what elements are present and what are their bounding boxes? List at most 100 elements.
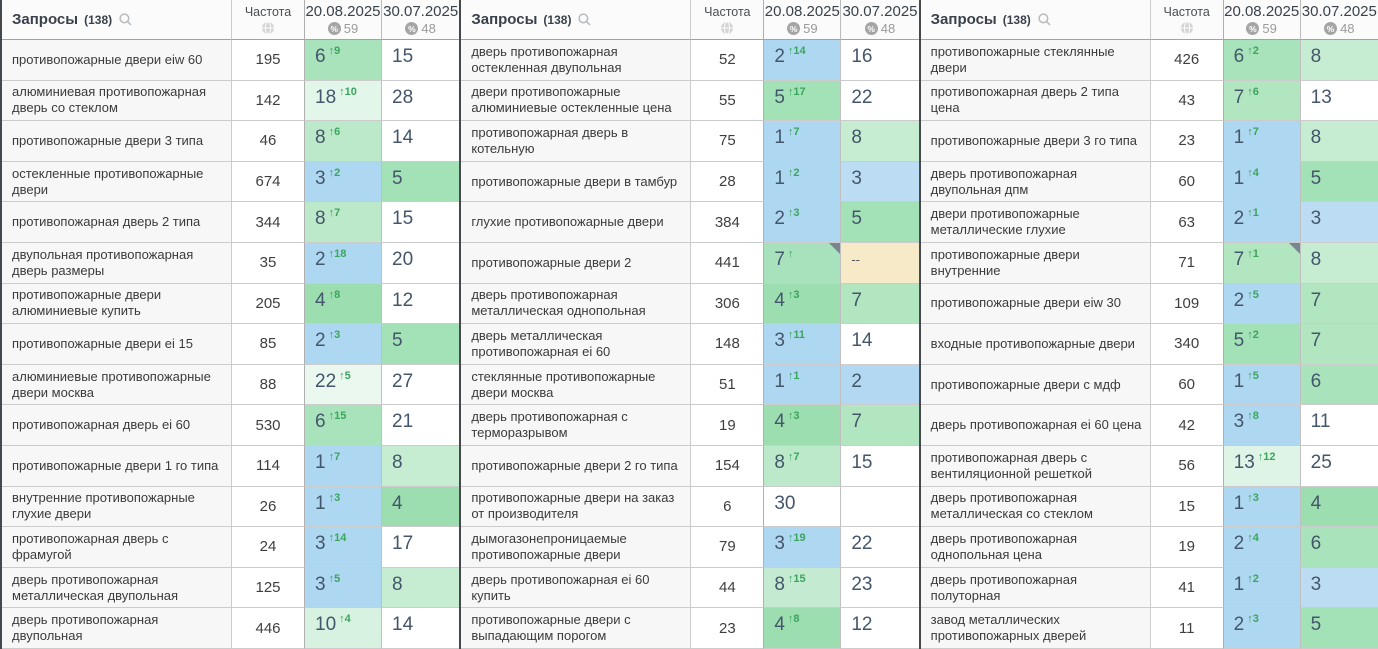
position-previous-cell[interactable]: 14: [841, 324, 919, 365]
position-previous-cell[interactable]: 20: [382, 242, 460, 284]
frequency-header[interactable]: Частота: [232, 0, 305, 40]
position-previous-cell[interactable]: 22: [841, 527, 919, 568]
query-cell[interactable]: дверь противопожарная с терморазрывом: [461, 405, 692, 446]
position-previous-cell[interactable]: 5: [841, 202, 919, 243]
position-previous-cell[interactable]: 27: [382, 364, 460, 406]
query-cell[interactable]: дверь металлическая противопожарная ei 6…: [461, 324, 692, 365]
query-cell[interactable]: противопожарные двери 2 го типа: [461, 445, 692, 487]
query-cell[interactable]: остекленные противопожарные двери: [2, 161, 232, 203]
query-cell[interactable]: внутренние противопожарные глухие двери: [2, 486, 232, 528]
position-current-cell[interactable]: 2 ↑4: [1223, 527, 1301, 568]
query-cell[interactable]: дверь противопожарная полуторная: [920, 567, 1151, 609]
position-current-cell[interactable]: 8 ↑7: [305, 202, 382, 243]
query-cell[interactable]: дверь противопожарная остекленная двупол…: [461, 40, 692, 81]
query-cell[interactable]: противопожарные двери 3 го типа: [920, 121, 1151, 162]
position-previous-cell[interactable]: 16: [841, 40, 919, 81]
position-current-cell[interactable]: 6 ↑15: [305, 405, 382, 446]
query-cell[interactable]: входные противопожарные двери: [920, 324, 1151, 365]
query-cell[interactable]: глухие противопожарные двери: [461, 202, 692, 243]
position-current-cell[interactable]: 5 ↑2: [1223, 324, 1301, 365]
position-previous-cell[interactable]: 25: [1300, 445, 1378, 487]
position-previous-cell[interactable]: 13: [1300, 80, 1378, 122]
query-cell[interactable]: противопожарная дверь с фрамугой: [2, 527, 232, 568]
position-previous-cell[interactable]: 5: [1300, 608, 1378, 649]
position-current-cell[interactable]: 7 ↑6: [1223, 80, 1301, 122]
position-previous-cell[interactable]: 28: [382, 80, 460, 122]
position-current-cell[interactable]: 30: [764, 486, 842, 528]
position-previous-cell[interactable]: 4: [1300, 486, 1378, 528]
position-previous-cell[interactable]: 22: [841, 80, 919, 122]
position-previous-cell[interactable]: 8: [1300, 242, 1378, 284]
queries-header[interactable]: Запросы (138): [461, 0, 692, 40]
frequency-header[interactable]: Частота: [1150, 0, 1224, 40]
query-cell[interactable]: дверь противопожарная однопольная цена: [920, 527, 1151, 568]
query-cell[interactable]: противопожарные двери 3 типа: [2, 121, 232, 162]
position-previous-cell[interactable]: 3: [1300, 567, 1378, 609]
position-previous-cell[interactable]: [841, 486, 919, 528]
position-current-cell[interactable]: 1 ↑7: [1223, 121, 1301, 162]
position-previous-cell[interactable]: 6: [1300, 364, 1378, 406]
position-previous-cell[interactable]: 14: [382, 121, 460, 162]
position-current-cell[interactable]: 4 ↑8: [305, 283, 382, 325]
position-previous-cell[interactable]: 23: [841, 567, 919, 609]
query-cell[interactable]: дымогазонепроницаемые противопожарные дв…: [461, 527, 692, 568]
query-cell[interactable]: противопожарные двери с выпадающим порог…: [461, 608, 692, 649]
position-current-cell[interactable]: 1 ↑1: [764, 364, 842, 406]
position-previous-cell[interactable]: 21: [382, 405, 460, 446]
query-cell[interactable]: дверь противопожарная ei 60 цена: [920, 405, 1151, 446]
position-current-cell[interactable]: 2 ↑3: [1223, 608, 1301, 649]
position-previous-cell[interactable]: 5: [382, 161, 460, 203]
search-icon[interactable]: [577, 12, 592, 27]
position-current-cell[interactable]: 18 ↑10: [305, 80, 382, 122]
query-cell[interactable]: противопожарные двери внутренние: [920, 242, 1151, 284]
search-icon[interactable]: [118, 12, 133, 27]
position-current-cell[interactable]: 1 ↑4: [1223, 161, 1301, 203]
position-current-cell[interactable]: 8 ↑7: [764, 445, 842, 487]
query-cell[interactable]: алюминиевые противопожарные двери москва: [2, 364, 232, 406]
position-current-cell[interactable]: 1 ↑5: [1223, 364, 1301, 406]
position-current-cell[interactable]: 2 ↑5: [1223, 283, 1301, 325]
date-column-header-previous[interactable]: 30.07.2025 % 48: [1300, 0, 1378, 40]
query-cell[interactable]: противопожарные двери алюминиевые купить: [2, 283, 232, 325]
position-current-cell[interactable]: 5 ↑17: [764, 80, 842, 122]
position-current-cell[interactable]: 4 ↑8: [764, 608, 842, 649]
search-icon[interactable]: [1037, 12, 1052, 27]
position-current-cell[interactable]: 4 ↑3: [764, 283, 842, 325]
query-cell[interactable]: завод металлических противопожарных двер…: [920, 608, 1151, 649]
queries-header[interactable]: Запросы (138): [2, 0, 232, 40]
position-previous-cell[interactable]: 8: [382, 445, 460, 487]
position-current-cell[interactable]: 3 ↑5: [305, 567, 382, 609]
query-cell[interactable]: двери противопожарные металлические глух…: [920, 202, 1151, 243]
date-column-header-current[interactable]: 20.08.2025 % 59: [1223, 0, 1301, 40]
position-previous-cell[interactable]: 5: [382, 324, 460, 365]
position-previous-cell[interactable]: 8: [1300, 121, 1378, 162]
query-cell[interactable]: противопожарная дверь 2 типа: [2, 202, 232, 243]
query-cell[interactable]: противопожарные двери ei 15: [2, 324, 232, 365]
query-cell[interactable]: противопожарная дверь с вентиляционной р…: [920, 445, 1151, 487]
query-cell[interactable]: алюминиевая противопожарная дверь со сте…: [2, 80, 232, 122]
position-current-cell[interactable]: 2 ↑1: [1223, 202, 1301, 243]
position-current-cell[interactable]: 2 ↑18: [305, 242, 382, 284]
position-current-cell[interactable]: 1 ↑3: [1223, 486, 1301, 528]
query-cell[interactable]: противопожарная дверь ei 60: [2, 405, 232, 446]
position-previous-cell[interactable]: 7: [841, 405, 919, 446]
position-previous-cell[interactable]: 7: [1300, 324, 1378, 365]
position-previous-cell[interactable]: 15: [841, 445, 919, 487]
query-cell[interactable]: противопожарная дверь 2 типа цена: [920, 80, 1151, 122]
query-cell[interactable]: дверь противопожарная металлическая со с…: [920, 486, 1151, 528]
position-previous-cell[interactable]: 15: [382, 202, 460, 243]
position-current-cell[interactable]: 22 ↑5: [305, 364, 382, 406]
query-cell[interactable]: дверь противопожарная двупольная дпм: [920, 161, 1151, 203]
query-cell[interactable]: противопожарные двери 1 го типа: [2, 445, 232, 487]
position-previous-cell[interactable]: 7: [1300, 283, 1378, 325]
position-current-cell[interactable]: 1 ↑7: [764, 121, 842, 162]
position-current-cell[interactable]: 3 ↑14: [305, 527, 382, 568]
date-column-header-current[interactable]: 20.08.2025 % 59: [764, 0, 842, 40]
queries-header[interactable]: Запросы (138): [920, 0, 1151, 40]
position-current-cell[interactable]: 2 ↑14: [764, 40, 842, 81]
position-previous-cell[interactable]: 14: [382, 608, 460, 649]
position-current-cell[interactable]: 1 ↑2: [764, 161, 842, 203]
query-cell[interactable]: противопожарные двери в тамбур: [461, 161, 692, 203]
query-cell[interactable]: противопожарные двери eiw 30: [920, 283, 1151, 325]
position-current-cell[interactable]: 7 ↑1: [1223, 242, 1301, 284]
